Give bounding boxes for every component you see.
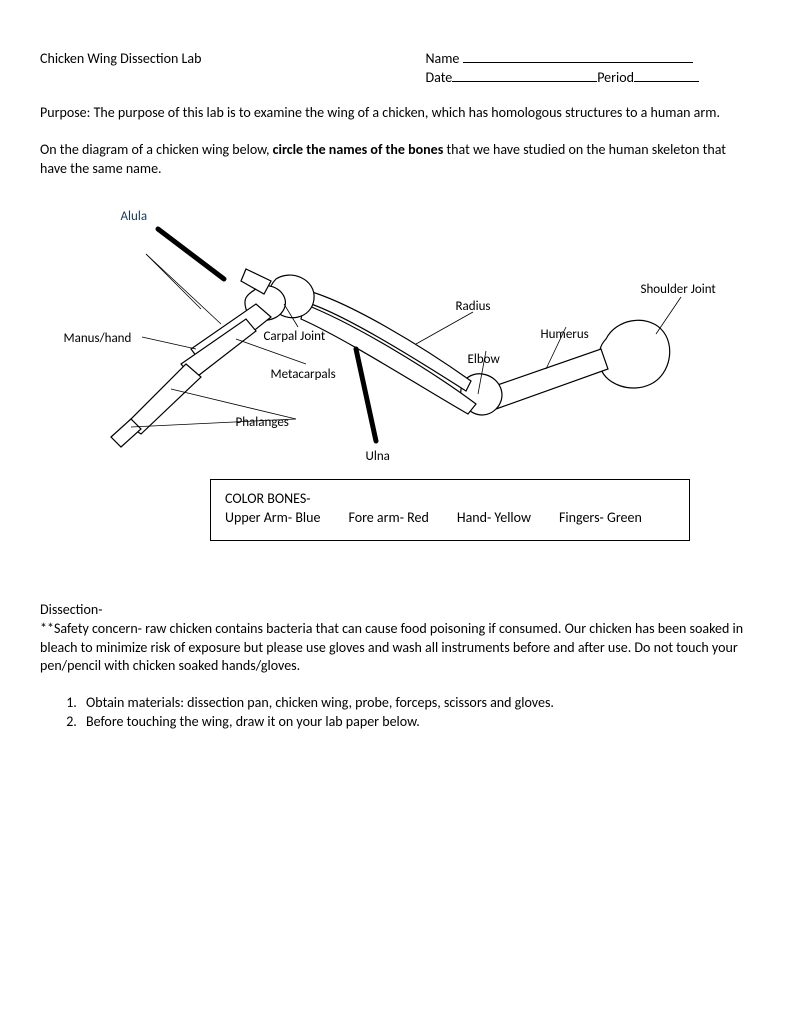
label-manus: Manus/hand	[64, 331, 132, 346]
color-item-0: Upper Arm- Blue	[225, 509, 320, 526]
label-carpal: Carpal Joint	[264, 329, 326, 344]
lab-title: Chicken Wing Dissection Lab	[40, 50, 366, 67]
purpose-paragraph: Purpose: The purpose of this lab is to e…	[40, 104, 751, 123]
label-radius: Radius	[456, 299, 491, 314]
dissection-heading: Dissection-	[40, 601, 751, 618]
color-item-1: Fore arm- Red	[348, 509, 428, 526]
instruction-pre: On the diagram of a chicken wing below,	[40, 141, 273, 158]
date-period-row: Date Period	[366, 69, 752, 86]
instruction-bold: circle the names of the bones	[273, 141, 444, 158]
label-humerus: Humerus	[541, 327, 589, 342]
step-1: Obtain materials: dissection pan, chicke…	[80, 694, 751, 711]
color-bones-box: COLOR BONES- Upper Arm- Blue Fore arm- R…	[210, 479, 690, 541]
wing-diagram: Alula Manus/hand Carpal Joint Metacarpal…	[46, 209, 746, 469]
label-elbow: Elbow	[468, 352, 500, 367]
name-label: Name	[426, 50, 460, 67]
color-item-3: Fingers- Green	[559, 509, 642, 526]
name-blank[interactable]	[463, 62, 693, 63]
instruction-paragraph: On the diagram of a chicken wing below, …	[40, 141, 751, 179]
period-blank[interactable]	[634, 81, 699, 82]
period-label: Period	[597, 69, 634, 86]
purpose-text: The purpose of this lab is to examine th…	[94, 104, 720, 121]
label-alula: Alula	[121, 209, 148, 224]
dissection-steps: Obtain materials: dissection pan, chicke…	[80, 694, 751, 730]
label-phalanges: Phalanges	[236, 415, 289, 430]
date-label: Date	[426, 69, 453, 86]
color-item-2: Hand- Yellow	[457, 509, 531, 526]
purpose-prefix: Purpose:	[40, 104, 94, 121]
wing-svg	[46, 209, 746, 469]
date-blank[interactable]	[452, 81, 597, 82]
label-metacarpals: Metacarpals	[271, 367, 336, 382]
label-shoulder: Shoulder Joint	[641, 282, 716, 297]
safety-paragraph: **Safety concern- raw chicken contains b…	[40, 620, 751, 677]
step-2: Before touching the wing, draw it on you…	[80, 713, 751, 730]
color-box-title: COLOR BONES-	[225, 490, 675, 507]
label-ulna: Ulna	[366, 449, 390, 464]
name-field-row: Name	[366, 50, 752, 67]
